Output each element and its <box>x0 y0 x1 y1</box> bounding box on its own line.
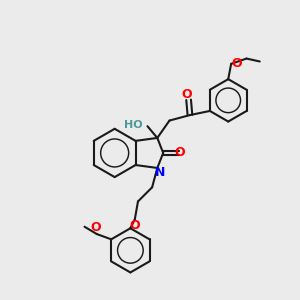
Text: O: O <box>90 221 101 234</box>
Text: N: N <box>155 166 165 179</box>
Text: O: O <box>182 88 192 101</box>
Text: O: O <box>129 219 140 232</box>
Text: O: O <box>175 146 185 159</box>
Text: O: O <box>231 57 242 70</box>
Text: HO: HO <box>124 120 142 130</box>
